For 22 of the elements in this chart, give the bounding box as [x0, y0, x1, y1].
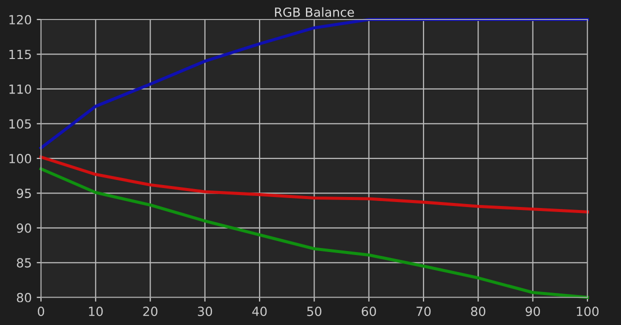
- y-tick-label: 100: [9, 154, 32, 164]
- y-tick-label: 120: [9, 14, 32, 24]
- y-tick-label: 80: [16, 292, 32, 302]
- x-tick-label: 20: [143, 306, 158, 316]
- y-tick-label: 90: [16, 223, 32, 233]
- x-tick-label: 30: [198, 306, 212, 316]
- x-tick-label: 0: [38, 306, 44, 316]
- x-tick-label: 100: [576, 306, 599, 316]
- x-tick-label: 70: [416, 306, 431, 316]
- y-tick-label: 105: [9, 119, 31, 129]
- x-tick-label: 10: [89, 306, 103, 316]
- y-tick-label: 95: [16, 188, 31, 198]
- x-tick-label: 80: [471, 306, 486, 316]
- x-tick-label: 60: [362, 306, 376, 316]
- y-tick-label: 110: [9, 84, 32, 94]
- chart-title: RGB Balance: [275, 7, 354, 17]
- line-series: [39, 156, 589, 214]
- y-tick-label: 115: [9, 50, 31, 60]
- x-tick-label: 50: [307, 306, 322, 316]
- x-tick-label: 40: [252, 306, 267, 316]
- y-tick-label: 85: [16, 258, 31, 268]
- x-tick-label: 90: [526, 306, 540, 316]
